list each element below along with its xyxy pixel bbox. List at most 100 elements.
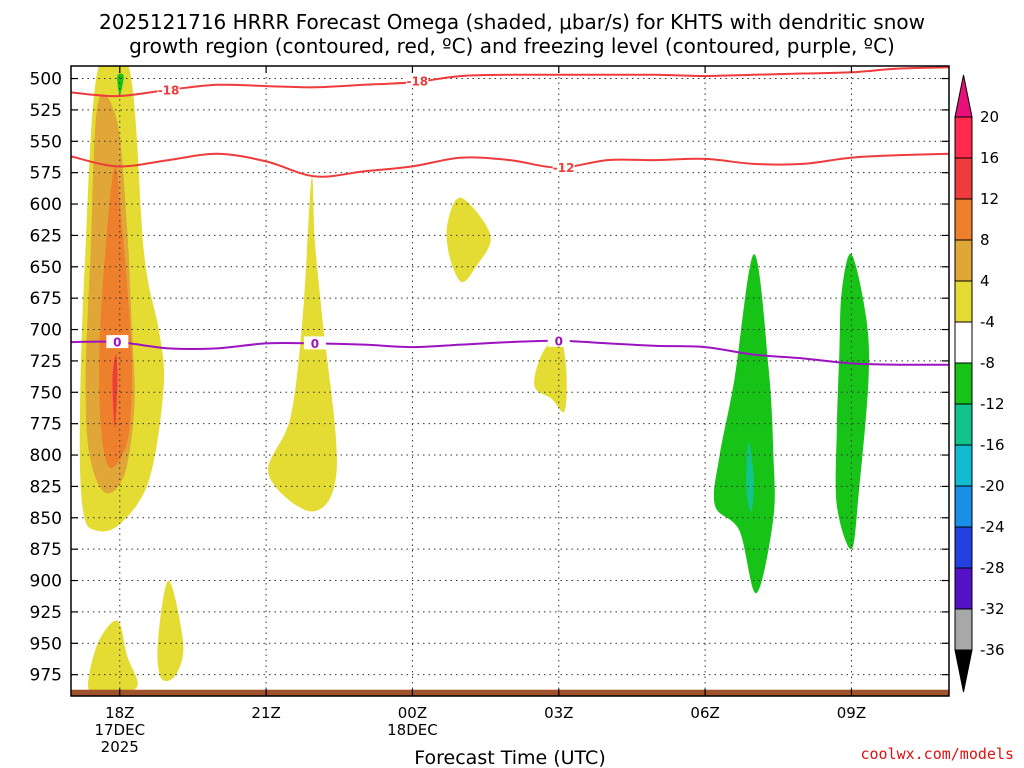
colorbar-segment-7 xyxy=(954,403,973,446)
freezing-level xyxy=(71,339,949,366)
terrain-layer xyxy=(71,689,949,696)
colorbar-top-arrow xyxy=(954,74,973,118)
y-tick-label-900: 900 xyxy=(30,572,62,592)
freezing-level-label-bg-2 xyxy=(547,333,570,347)
plot-background xyxy=(71,66,949,696)
plot-area: -18 -18 -12 0 0 0 xyxy=(70,65,950,697)
x-tick-label-18Z: 18Z xyxy=(105,704,134,722)
y-tick-label-925: 925 xyxy=(30,603,62,623)
x-tick-date-18DEC: 18DEC xyxy=(387,721,438,739)
colorbar-segment-8 xyxy=(954,444,973,487)
freezing-level-label-bg-0 xyxy=(106,335,129,349)
colorbar-label-12: -32 xyxy=(980,600,1005,618)
isotherm-minus12-label-bg-0 xyxy=(552,160,575,174)
x-tick-label-03Z: 03Z xyxy=(544,704,573,722)
y-axis: 500 525 550 575 600 625 650 675 700 725 750 775 800 8… xyxy=(30,70,949,686)
colorbar-label-13: -36 xyxy=(980,641,1005,659)
x-tick-label-09Z: 09Z xyxy=(837,704,866,722)
omega-minus4-07z xyxy=(713,254,775,594)
y-tick-label-775: 775 xyxy=(30,415,62,435)
colorbar-segment-1 xyxy=(954,157,973,200)
colorbar-label-6: -8 xyxy=(980,354,995,372)
omega-minus4-18z-top xyxy=(117,73,124,95)
y-tick-label-550: 550 xyxy=(30,132,62,152)
omega-minus8-07z xyxy=(746,442,754,512)
y-tick-label-500: 500 xyxy=(30,70,62,90)
omega-plus4-lower-1 xyxy=(88,620,138,694)
y-tick-label-675: 675 xyxy=(30,289,62,309)
chart-title-line-2: growth region (contoured, red, ºC) and f… xyxy=(129,34,895,58)
omega-shading xyxy=(79,66,870,694)
omega-minus4-09z xyxy=(835,253,870,550)
colorbar-segment-0 xyxy=(954,116,973,159)
isotherm-minus12-label-0: -12 xyxy=(553,161,575,175)
y-tick-label-875: 875 xyxy=(30,540,62,560)
colorbar-label-0: 20 xyxy=(980,108,999,126)
colorbar-label-4: 4 xyxy=(980,272,990,290)
colorbar-label-8: -16 xyxy=(980,436,1005,454)
colorbar-segment-last xyxy=(954,608,973,651)
isotherm-minus18-label-bg-1 xyxy=(406,74,429,88)
colorbar-segment-11 xyxy=(954,567,973,610)
isotherm-minus18-label-bg-0 xyxy=(157,82,180,96)
chart-title-line-1: 2025121716 HRRR Forecast Omega (shaded, … xyxy=(99,10,925,34)
contour-lines xyxy=(71,66,949,366)
x-tick-label-06Z: 06Z xyxy=(690,704,719,722)
colorbar-segment-2 xyxy=(954,198,973,241)
x-tick-date-17DEC: 17DEC xyxy=(94,721,145,739)
colorbar-label-5: -4 xyxy=(980,313,995,331)
contour-labels: -18 -18 -12 0 0 0 xyxy=(106,74,575,351)
colorbar-label-1: 16 xyxy=(980,149,999,167)
colorbar-segment-5 xyxy=(954,321,973,364)
colorbar-label-11: -28 xyxy=(980,559,1005,577)
y-tick-label-700: 700 xyxy=(30,321,62,341)
colorbar: 20 16 12 8 4 -4 -8 -12 -16 -20 -24 -28 -32 -36 xyxy=(954,74,1005,693)
omega-plus4-lower-2 xyxy=(157,580,184,682)
colorbar-label-9: -20 xyxy=(980,477,1005,495)
y-tick-label-800: 800 xyxy=(30,446,62,466)
y-tick-label-650: 650 xyxy=(30,258,62,278)
x-axis-title: Forecast Time (UTC) xyxy=(414,747,605,768)
colorbar-segment-6 xyxy=(954,362,973,405)
y-tick-label-825: 825 xyxy=(30,477,62,497)
colorbar-segment-10 xyxy=(954,526,973,569)
isotherm-minus18-label-1: -18 xyxy=(406,75,428,89)
y-tick-label-725: 725 xyxy=(30,352,62,372)
omega-plus16-main xyxy=(112,354,118,428)
omega-plus4-03z xyxy=(534,335,567,413)
y-tick-label-525: 525 xyxy=(30,101,62,121)
colorbar-label-7: -12 xyxy=(980,395,1005,413)
isotherm-minus18-label-0: -18 xyxy=(158,83,180,97)
isotherm-minus12 xyxy=(71,152,949,178)
colorbar-segment-9 xyxy=(954,485,973,528)
colorbar-label-3: 8 xyxy=(980,231,990,249)
omega-plus4-22z xyxy=(268,176,337,512)
freezing-level-label-1: 0 xyxy=(311,337,319,351)
freezing-level-label-0: 0 xyxy=(113,336,121,350)
y-tick-label-975: 975 xyxy=(30,666,62,686)
terrain-strip xyxy=(71,689,949,696)
colorbar-label-10: -24 xyxy=(980,518,1005,536)
x-tick-year-2025: 2025 xyxy=(101,738,139,756)
freezing-level-label-bg-1 xyxy=(303,336,326,350)
x-tick-label-00Z: 00Z xyxy=(398,704,427,722)
colorbar-segment-3 xyxy=(954,239,973,282)
y-tick-label-850: 850 xyxy=(30,509,62,529)
isotherm-minus18 xyxy=(71,66,949,98)
colorbar-bottom-arrow xyxy=(954,649,973,693)
x-tick-label-21Z: 21Z xyxy=(251,704,280,722)
y-tick-label-600: 600 xyxy=(30,195,62,215)
colorbar-label-2: 12 xyxy=(980,190,999,208)
y-tick-label-575: 575 xyxy=(30,164,62,184)
credit-text: coolwx.com/models xyxy=(860,745,1014,763)
omega-plus12-main xyxy=(99,166,133,468)
freezing-level-label-2: 0 xyxy=(555,334,563,348)
y-tick-label-625: 625 xyxy=(30,226,62,246)
omega-plus4-01z xyxy=(446,197,491,283)
y-tick-label-950: 950 xyxy=(30,634,62,654)
y-tick-label-750: 750 xyxy=(30,383,62,403)
plot-frame xyxy=(70,65,950,697)
colorbar-segment-4 xyxy=(954,280,973,323)
